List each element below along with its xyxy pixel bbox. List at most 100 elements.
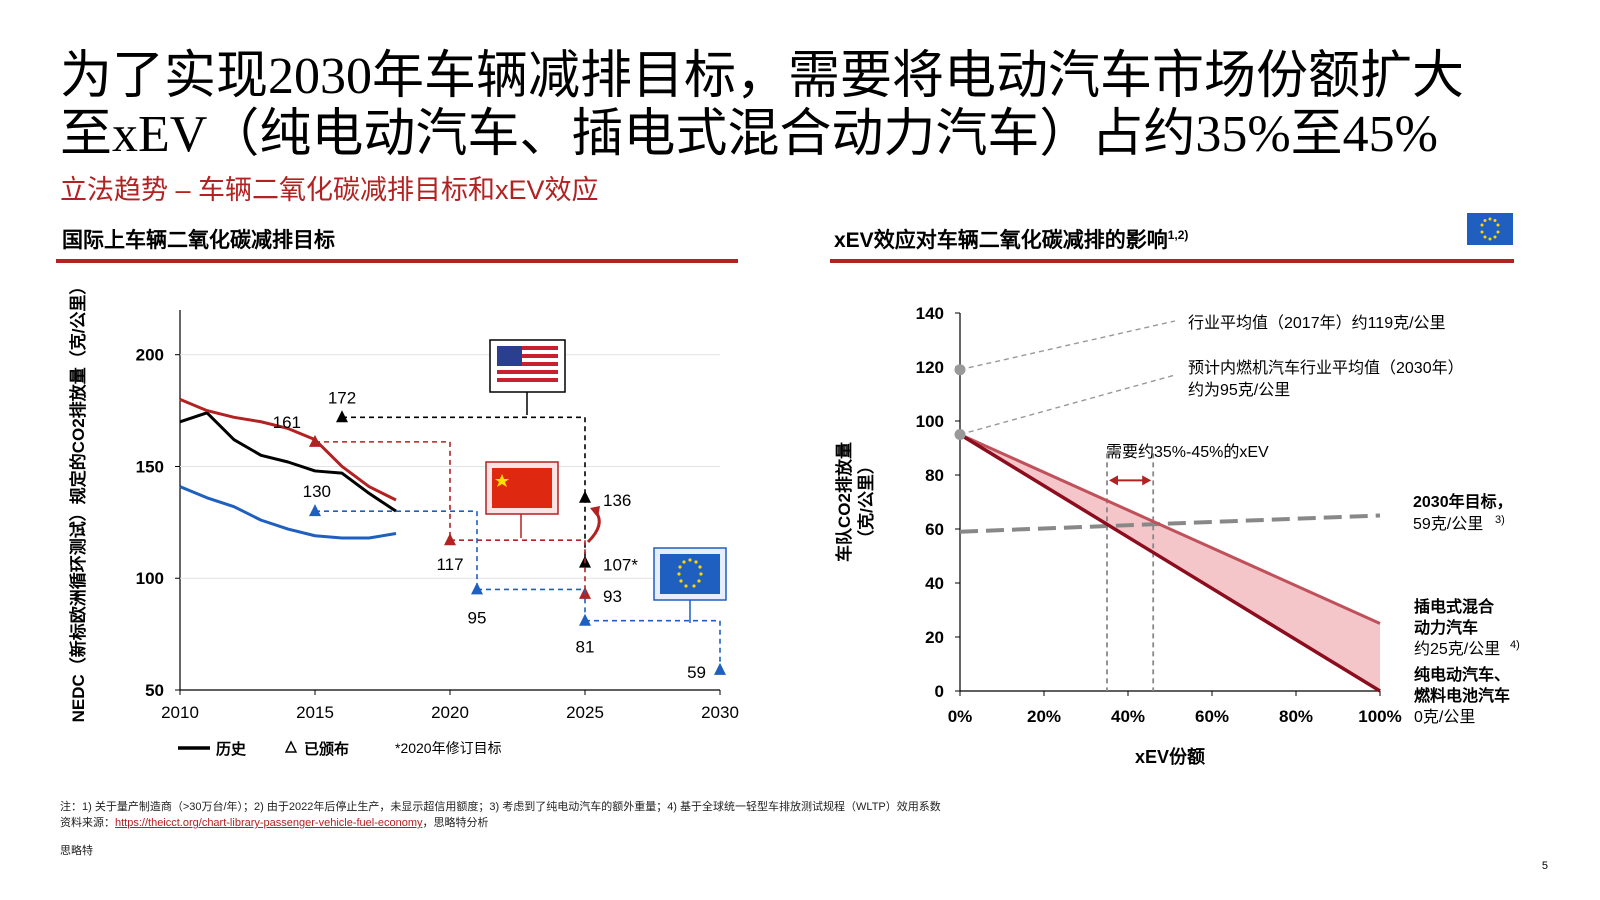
page-title: 为了实现2030年车辆减排目标，需要将电动汽车市场份额扩大 至xEV（纯电动汽车… bbox=[60, 48, 1560, 164]
x-tick-label: 2010 bbox=[161, 703, 199, 722]
ice-avg-leader bbox=[959, 374, 1176, 436]
target-2030-label-line-1: 2030年目标， bbox=[1413, 492, 1513, 511]
left-panel-title: 国际上车辆二氧化碳减排目标 bbox=[62, 229, 335, 252]
target-marker bbox=[714, 662, 726, 675]
y-tick-label: 80 bbox=[925, 466, 944, 485]
target-connector bbox=[315, 510, 478, 590]
target-marker bbox=[579, 490, 591, 503]
revision-arrow-head bbox=[590, 506, 600, 518]
us-flag-icon bbox=[489, 339, 566, 415]
legend-promulgated-label: 已颁布 bbox=[304, 740, 349, 758]
y-tick-label: 120 bbox=[916, 358, 944, 377]
y-axis-label-line-1: 车队CO2排放量 bbox=[834, 442, 854, 562]
y-tick-label: 20 bbox=[925, 628, 944, 647]
target-label: 107* bbox=[603, 556, 638, 575]
target-label: 93 bbox=[603, 587, 622, 606]
right-panel-title: xEV效应对车辆二氧化碳减排的影响1,2) bbox=[834, 224, 1188, 254]
industry-avg-leader bbox=[959, 320, 1176, 371]
right-panel-divider bbox=[830, 259, 1514, 263]
source-link[interactable]: https://theicct.org/chart-library-passen… bbox=[115, 817, 423, 829]
x-tick-label: 60% bbox=[1195, 707, 1229, 726]
title-line-2: 至xEV（纯电动汽车、插电式混合动力汽车）占约35%至45% bbox=[60, 106, 1438, 163]
target-label: 59 bbox=[687, 663, 706, 682]
x-tick-label: 0% bbox=[948, 707, 973, 726]
legend-note: *2020年修订目标 bbox=[395, 740, 502, 756]
legend-history-label: 历史 bbox=[216, 740, 247, 758]
ice-avg-annotation-line-1: 预计内燃机汽车行业平均值（2030年） bbox=[1188, 359, 1464, 377]
title-line-1: 为了实现2030年车辆减排目标，需要将电动汽车市场份额扩大 bbox=[60, 48, 1465, 105]
value-marker bbox=[954, 429, 966, 440]
source-note: 资料来源：https://theicct.org/chart-library-p… bbox=[60, 814, 489, 830]
y-tick-label: 0 bbox=[935, 682, 944, 701]
x-tick-label: 2025 bbox=[566, 703, 604, 722]
target-marker bbox=[309, 504, 321, 517]
target-label: 95 bbox=[468, 608, 487, 627]
target-marker bbox=[336, 410, 348, 423]
x-tick-label: 2030 bbox=[701, 703, 739, 722]
x-tick-label: 20% bbox=[1027, 707, 1061, 726]
company-name: 思略特 bbox=[60, 845, 93, 857]
china-flag-icon bbox=[485, 461, 559, 538]
series-line-china bbox=[179, 398, 397, 502]
target-connector bbox=[450, 539, 586, 594]
y-tick-label: 100 bbox=[916, 412, 944, 431]
series-line-eu bbox=[179, 485, 397, 540]
y-tick-label: 50 bbox=[145, 681, 164, 700]
target-label: 130 bbox=[303, 482, 331, 501]
range-arrow-head-right bbox=[1142, 475, 1152, 486]
x-tick-label: 80% bbox=[1279, 707, 1313, 726]
eu-flag-chart-icon bbox=[653, 547, 727, 623]
target-marker bbox=[309, 434, 321, 447]
industry-avg-annotation: 行业平均值（2017年）约119克/公里 bbox=[1188, 314, 1446, 332]
subtitle: 立法趋势 – 车辆二氧化碳减排目标和xEV效应 bbox=[60, 175, 599, 205]
target-2030-sup: 3) bbox=[1495, 514, 1505, 526]
page-number: 5 bbox=[1541, 860, 1548, 872]
value-marker bbox=[954, 364, 966, 376]
need-xev-annotation: 需要约35%-45%的xEV bbox=[1106, 443, 1269, 461]
target-label: 136 bbox=[603, 491, 631, 510]
bev-line bbox=[959, 433, 1381, 693]
target-connector bbox=[585, 619, 721, 670]
target-connector bbox=[477, 588, 586, 621]
target-label: 172 bbox=[328, 388, 356, 407]
left-panel-divider bbox=[56, 259, 738, 263]
y-axis-label-line-2: （克/公里） bbox=[856, 457, 876, 547]
eu-flag-icon bbox=[1467, 213, 1513, 245]
y-tick-label: 60 bbox=[925, 520, 944, 539]
phev-label-line-1: 插电式混合 bbox=[1414, 597, 1495, 616]
source-suffix: ，思略特分析 bbox=[422, 817, 489, 829]
target-marker bbox=[471, 582, 483, 595]
x-tick-label: 100% bbox=[1358, 707, 1401, 726]
phev-label-line-2: 动力汽车 bbox=[1414, 618, 1478, 637]
x-tick-label: 2015 bbox=[296, 703, 334, 722]
x-tick-label: 40% bbox=[1111, 707, 1145, 726]
target-connector bbox=[315, 441, 451, 541]
legend-promulgated-swatch bbox=[284, 740, 298, 753]
y-tick-label: 150 bbox=[136, 457, 164, 476]
phev-sup: 4) bbox=[1510, 639, 1520, 651]
target-connector bbox=[342, 416, 586, 498]
target-marker bbox=[579, 613, 591, 626]
footnote: 注：1) 关于量产制造商（>30万台/年）；2) 由于2022年后停止生产，未显… bbox=[60, 801, 941, 813]
y-tick-label: 100 bbox=[136, 569, 164, 588]
x-tick-label: 2020 bbox=[431, 703, 469, 722]
right-panel-title-text: xEV效应对车辆二氧化碳减排的影响 bbox=[834, 229, 1168, 252]
series-line-us bbox=[179, 411, 397, 513]
right-panel-title-sup: 1,2) bbox=[1167, 228, 1189, 242]
y-tick-label: 140 bbox=[916, 304, 944, 323]
left-chart: 50 100 150 200 2010 2015 2020 2025 2030 NEDC（新标欧洲… bbox=[68, 280, 739, 758]
source-label: 资料来源： bbox=[60, 817, 115, 829]
target-marker bbox=[444, 533, 456, 546]
bev-label-line-3: 0克/公里 bbox=[1414, 708, 1475, 726]
x-axis-label: xEV份额 bbox=[1135, 746, 1205, 767]
bev-label-line-1: 纯电动汽车、 bbox=[1414, 665, 1510, 684]
ice-avg-annotation-line-2: 约为95克/公里 bbox=[1188, 381, 1290, 399]
target-label: 81 bbox=[576, 638, 595, 657]
right-chart: 0 20 40 60 80 100 120 140 0% 20% 40% 60% 80% 100% 车队CO… bbox=[834, 304, 1520, 767]
target-label: 117 bbox=[436, 555, 463, 574]
range-arrow-head-left bbox=[1109, 475, 1118, 486]
y-axis-label: NEDC（新标欧洲循环测试）规定的CO2排放量（克/公里） bbox=[68, 280, 88, 722]
bev-label-line-2: 燃料电池汽车 bbox=[1414, 686, 1510, 705]
y-tick-label: 200 bbox=[136, 346, 164, 365]
target-2030-label-line-2: 59克/公里 bbox=[1413, 515, 1483, 533]
